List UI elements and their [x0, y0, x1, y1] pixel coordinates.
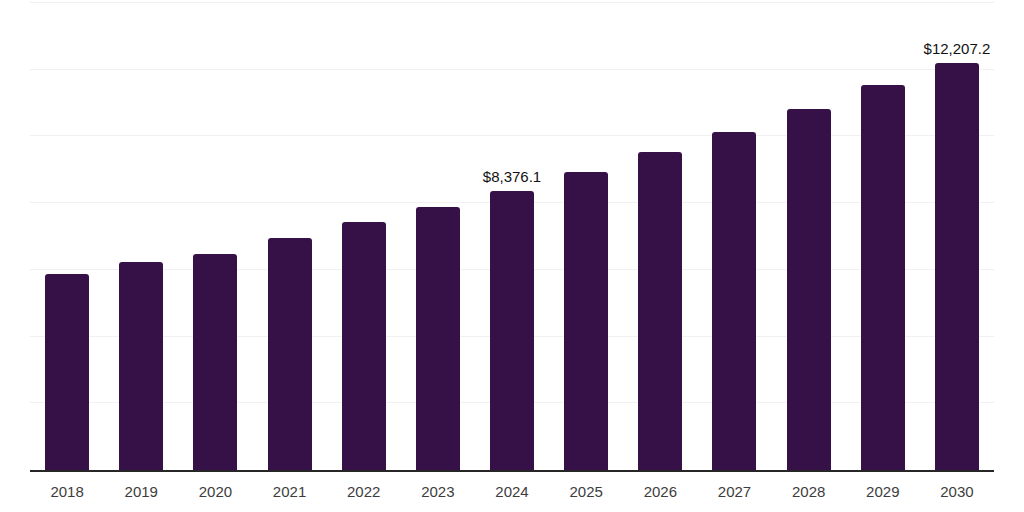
- x-axis-tick-labels: 2018201920202021202220232024202520262027…: [30, 484, 994, 499]
- bar-slot-2024: $8,376.1: [475, 3, 549, 470]
- data-label-2030: $12,207.2: [924, 41, 991, 56]
- bar-slot-2018: [30, 3, 104, 470]
- bar-2028: [787, 109, 831, 470]
- x-tick-2024: 2024: [475, 484, 549, 499]
- bar-2022: [342, 222, 386, 471]
- bar-2023: [416, 207, 460, 470]
- bar-2019: [119, 262, 163, 470]
- x-tick-2021: 2021: [252, 484, 326, 499]
- x-tick-2025: 2025: [549, 484, 623, 499]
- bar-slot-2019: [104, 3, 178, 470]
- bar-slot-2030: $12,207.2: [920, 3, 994, 470]
- bar-2026: [638, 152, 682, 470]
- bar-2029: [861, 85, 905, 470]
- bar-2025: [564, 172, 608, 470]
- bar-2027: [712, 132, 756, 470]
- x-tick-2018: 2018: [30, 484, 104, 499]
- bar-slot-2025: [549, 3, 623, 470]
- bar-slot-2020: [178, 3, 252, 470]
- bar-2018: [45, 274, 89, 470]
- bar-slot-2029: [846, 3, 920, 470]
- plot-area: $8,376.1 $12,207.2: [30, 2, 994, 470]
- x-tick-2023: 2023: [401, 484, 475, 499]
- bar-slot-2021: [252, 3, 326, 470]
- x-tick-2028: 2028: [772, 484, 846, 499]
- bar-2024: [490, 191, 534, 470]
- bar-slot-2027: [697, 3, 771, 470]
- bar-2021: [268, 238, 312, 470]
- bar-slot-2026: [623, 3, 697, 470]
- x-tick-2029: 2029: [846, 484, 920, 499]
- bars-container: $8,376.1 $12,207.2: [30, 3, 994, 470]
- x-tick-2019: 2019: [104, 484, 178, 499]
- x-tick-2026: 2026: [623, 484, 697, 499]
- bar-slot-2028: [772, 3, 846, 470]
- x-axis-line: [30, 470, 994, 472]
- data-label-2024: $8,376.1: [483, 169, 541, 184]
- x-tick-2020: 2020: [178, 484, 252, 499]
- x-tick-2027: 2027: [697, 484, 771, 499]
- x-tick-2030: 2030: [920, 484, 994, 499]
- x-tick-2022: 2022: [327, 484, 401, 499]
- bar-2030: [935, 63, 979, 470]
- bar-slot-2022: [327, 3, 401, 470]
- bar-chart: $8,376.1$12,207.2 2018201920202021202220…: [0, 0, 1024, 512]
- bar-slot-2023: [401, 3, 475, 470]
- bar-2020: [193, 254, 237, 470]
